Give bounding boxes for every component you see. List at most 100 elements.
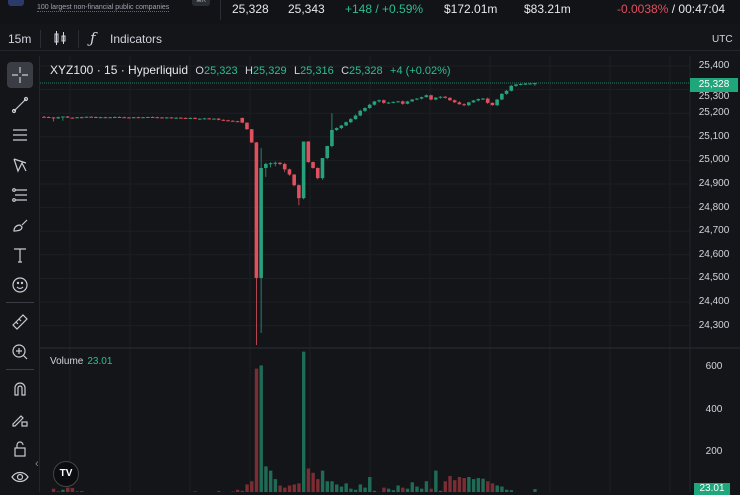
candle-body	[410, 100, 414, 102]
candle-body	[415, 99, 419, 100]
price-tick: 25,100	[690, 131, 738, 142]
candle-body	[179, 118, 183, 119]
volume-bar	[477, 478, 480, 492]
candle-body	[137, 117, 141, 118]
volume-bar	[462, 478, 465, 492]
candle-body	[292, 175, 296, 186]
candle-body	[363, 108, 367, 111]
tradingview-logo[interactable]: TV	[53, 461, 79, 487]
volume-bar	[491, 483, 494, 492]
candle-body	[476, 99, 480, 100]
high-value: 25,329	[253, 65, 287, 77]
candle-body	[165, 117, 169, 118]
volume-bar	[255, 369, 258, 492]
volume-bar	[335, 484, 338, 492]
price-tick: 24,700	[690, 225, 738, 236]
candle-body	[307, 142, 311, 163]
volume-bar	[66, 488, 69, 492]
candle-body	[245, 123, 249, 130]
candle-body	[302, 142, 306, 199]
candle-body	[56, 117, 60, 118]
candle-body	[340, 125, 344, 128]
volume-bar	[269, 471, 272, 492]
symbol-title[interactable]: XYZ100 · 15 · Hyperliquid	[50, 63, 188, 77]
candle-body	[66, 117, 70, 118]
candle-body	[264, 164, 268, 168]
volume-bar	[467, 477, 470, 492]
candle-body	[89, 117, 93, 118]
candle-body	[212, 119, 216, 120]
candle-body	[453, 100, 457, 102]
candle-body	[155, 117, 159, 118]
candle-body	[325, 146, 329, 158]
volume-bar	[396, 486, 399, 493]
candle-body	[151, 117, 155, 118]
volume-bar	[316, 479, 319, 492]
candle-body	[495, 100, 499, 106]
candle-body	[519, 84, 523, 85]
candle-body	[269, 163, 273, 164]
volume-bar	[496, 486, 499, 493]
candle-body	[259, 168, 263, 278]
candle-body	[429, 95, 433, 99]
close-value: 25,328	[349, 65, 383, 77]
volume-bar	[368, 477, 371, 492]
volume-label: Volume	[50, 356, 83, 367]
volume-bar	[472, 479, 475, 492]
volume-bar	[481, 479, 484, 492]
candle-body	[439, 97, 443, 98]
candle-body	[42, 117, 46, 118]
candle-body	[448, 98, 452, 100]
volume-bar	[359, 484, 362, 492]
volume-bar	[326, 481, 329, 492]
candle-body	[174, 118, 178, 119]
candle-body	[387, 103, 391, 104]
candle-body	[420, 97, 424, 98]
candle-body	[354, 116, 358, 120]
candle-body	[467, 102, 471, 105]
volume-bar	[448, 476, 451, 492]
volume-bar	[330, 481, 333, 492]
candle-body	[524, 84, 528, 85]
candle-body	[321, 158, 325, 178]
candle-body	[481, 99, 485, 100]
candle-body	[288, 169, 292, 174]
price-tick: 25,000	[690, 154, 738, 165]
candle-body	[472, 100, 476, 102]
candle-body	[193, 118, 197, 119]
candle-body	[311, 162, 315, 168]
candle-body	[316, 168, 320, 178]
price-tick: 25,400	[690, 60, 738, 71]
candle-body	[458, 102, 462, 104]
candle-body	[170, 117, 174, 118]
volume-value: 23.01	[87, 356, 112, 367]
volume-tick: 400	[690, 404, 738, 415]
candle-body	[491, 103, 495, 105]
candle-body	[122, 117, 126, 118]
candle-body	[373, 101, 377, 104]
candle-body	[462, 104, 466, 105]
volume-bar	[363, 488, 366, 492]
volume-bar	[311, 473, 314, 492]
candle-body	[344, 122, 348, 125]
candle-body	[349, 119, 353, 122]
candle-body	[382, 100, 386, 103]
volume-bar	[71, 488, 74, 492]
candle-body	[505, 91, 509, 94]
price-tick: 25,200	[690, 107, 738, 118]
chart-legend: XYZ100 · 15 · Hyperliquid O25,323 H25,32…	[50, 63, 451, 77]
candle-body	[240, 118, 244, 123]
price-tick: 24,600	[690, 249, 738, 260]
volume-bar	[340, 487, 343, 492]
candle-body	[425, 95, 429, 97]
candle-body	[113, 117, 117, 118]
volume-bar	[264, 466, 267, 492]
candle-body	[52, 117, 56, 118]
current-price-label: 25,328	[690, 78, 738, 92]
price-tick: 24,800	[690, 202, 738, 213]
candle-body	[283, 164, 287, 169]
candle-body	[141, 117, 145, 118]
price-tick: 24,500	[690, 272, 738, 283]
candle-body	[391, 102, 395, 103]
price-tick: 24,400	[690, 296, 738, 307]
